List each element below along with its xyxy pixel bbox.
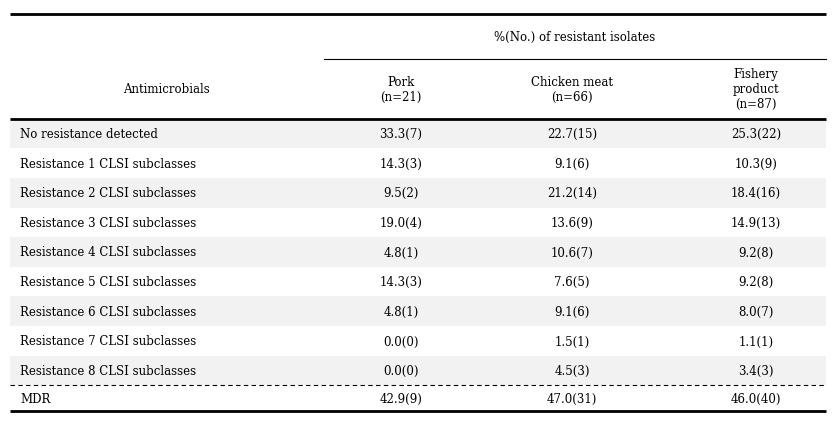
Bar: [10, 208, 826, 238]
Text: 21.2(14): 21.2(14): [548, 187, 597, 200]
Text: Resistance 2 CLSI subclasses: Resistance 2 CLSI subclasses: [20, 187, 196, 200]
Text: 25.3(22): 25.3(22): [732, 127, 781, 141]
Text: 14.9(13): 14.9(13): [731, 216, 782, 229]
Text: 9.5(2): 9.5(2): [383, 187, 419, 200]
Text: Antimicrobials: Antimicrobials: [124, 83, 210, 96]
Text: 9.1(6): 9.1(6): [554, 157, 590, 170]
Text: 4.8(1): 4.8(1): [383, 246, 419, 259]
Text: 47.0(31): 47.0(31): [547, 392, 598, 405]
Text: Resistance 4 CLSI subclasses: Resistance 4 CLSI subclasses: [20, 246, 196, 259]
Text: 13.6(9): 13.6(9): [551, 216, 594, 229]
Text: 22.7(15): 22.7(15): [548, 127, 597, 141]
Text: 14.3(3): 14.3(3): [380, 157, 422, 170]
Bar: [10, 149, 826, 178]
Text: 42.9(9): 42.9(9): [380, 392, 422, 405]
Text: 10.3(9): 10.3(9): [735, 157, 777, 170]
Text: 0.0(0): 0.0(0): [383, 364, 419, 377]
Text: Resistance 5 CLSI subclasses: Resistance 5 CLSI subclasses: [20, 276, 196, 288]
Text: %(No.) of resistant isolates: %(No.) of resistant isolates: [494, 31, 655, 44]
Text: 9.1(6): 9.1(6): [554, 305, 590, 318]
Text: Resistance 3 CLSI subclasses: Resistance 3 CLSI subclasses: [20, 216, 196, 229]
Bar: [10, 356, 826, 386]
Text: Resistance 7 CLSI subclasses: Resistance 7 CLSI subclasses: [20, 335, 196, 348]
Text: Fishery
product
(n=87): Fishery product (n=87): [733, 68, 779, 111]
Text: 4.8(1): 4.8(1): [383, 305, 419, 318]
Text: Chicken meat
(n=66): Chicken meat (n=66): [531, 75, 614, 104]
Bar: [10, 267, 826, 297]
Text: 18.4(16): 18.4(16): [732, 187, 781, 200]
Text: 9.2(8): 9.2(8): [738, 276, 774, 288]
Text: No resistance detected: No resistance detected: [20, 127, 158, 141]
Text: Resistance 1 CLSI subclasses: Resistance 1 CLSI subclasses: [20, 157, 196, 170]
Text: 4.5(3): 4.5(3): [554, 364, 590, 377]
Text: 1.5(1): 1.5(1): [554, 335, 590, 348]
Text: Pork
(n=21): Pork (n=21): [380, 75, 421, 104]
Text: 3.4(3): 3.4(3): [738, 364, 774, 377]
Text: 33.3(7): 33.3(7): [380, 127, 422, 141]
Text: 7.6(5): 7.6(5): [554, 276, 590, 288]
Bar: [10, 297, 826, 326]
Text: 0.0(0): 0.0(0): [383, 335, 419, 348]
Text: 10.6(7): 10.6(7): [551, 246, 594, 259]
Text: Resistance 8 CLSI subclasses: Resistance 8 CLSI subclasses: [20, 364, 196, 377]
Bar: [10, 178, 826, 208]
Text: 14.3(3): 14.3(3): [380, 276, 422, 288]
Bar: [10, 326, 826, 356]
Text: Resistance 6 CLSI subclasses: Resistance 6 CLSI subclasses: [20, 305, 196, 318]
Text: 1.1(1): 1.1(1): [738, 335, 774, 348]
Text: 8.0(7): 8.0(7): [738, 305, 774, 318]
Bar: [10, 238, 826, 267]
Text: 46.0(40): 46.0(40): [731, 392, 782, 405]
Text: 19.0(4): 19.0(4): [380, 216, 422, 229]
Bar: [10, 119, 826, 149]
Text: MDR: MDR: [20, 392, 50, 405]
Text: 9.2(8): 9.2(8): [738, 246, 774, 259]
